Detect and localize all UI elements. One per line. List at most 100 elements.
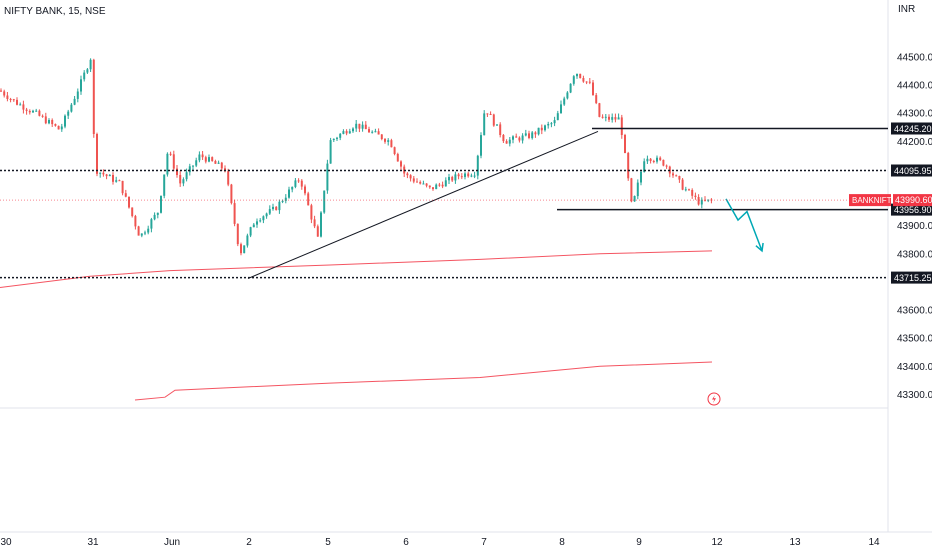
candle-body (83, 72, 86, 80)
candle-body (230, 184, 233, 204)
candle-body (262, 216, 265, 221)
candle-body (307, 193, 310, 206)
candle-body (364, 124, 367, 130)
candle-body (396, 154, 399, 162)
candle-body (608, 116, 610, 120)
candle-body (441, 184, 444, 187)
candle-body (665, 165, 668, 167)
candle-body (467, 173, 470, 177)
candle-body (512, 136, 514, 140)
candle-body (326, 163, 329, 191)
time-axis[interactable]: 30 31 Jun 2 5 6 7 8 9 12 13 14 (0, 537, 880, 548)
candle-body (99, 172, 102, 174)
candle-body (214, 161, 217, 164)
candle-body (643, 161, 646, 172)
trendline[interactable] (247, 130, 599, 279)
candle-body (25, 109, 28, 111)
candle-body (32, 110, 34, 113)
candle-body (339, 133, 342, 138)
candle-body (144, 232, 146, 234)
candle-body (537, 127, 540, 135)
candle-body (390, 140, 393, 148)
candle-body (41, 115, 44, 117)
candle-body (521, 135, 524, 141)
time-tick-label: 31 (87, 537, 99, 548)
candle-body (342, 131, 345, 134)
candle-body (422, 183, 425, 185)
candle-body (544, 125, 546, 131)
candle-body (550, 123, 553, 125)
candle-body (627, 153, 630, 179)
candle-body (124, 193, 127, 197)
drawings[interactable] (247, 130, 764, 279)
candle-body (12, 99, 15, 101)
candle-body (406, 173, 409, 176)
candle-body (265, 213, 268, 217)
candle-body (409, 175, 412, 179)
symbol-badge-text: BANKNIFTY (852, 196, 898, 205)
candle-body (16, 99, 18, 105)
candle-body (492, 114, 495, 126)
horizontal-levels[interactable]: 44245.20 44095.95 43956.90 43715.25 (0, 122, 932, 284)
candle-body (681, 179, 684, 190)
candle-body (336, 137, 338, 139)
candle-body (595, 95, 598, 104)
candle-body (470, 175, 473, 177)
time-tick-label: 9 (636, 537, 642, 548)
price-tick-label: 44500.00 (897, 52, 932, 63)
candle-body (92, 59, 95, 134)
candle-body (44, 116, 47, 124)
candle-body (374, 131, 377, 133)
candle-body (508, 139, 511, 144)
candle-body (553, 120, 556, 124)
candle-body (57, 125, 60, 130)
candle-body (387, 140, 390, 142)
candle-body (64, 115, 66, 127)
price-tick-label: 44200.00 (897, 137, 932, 148)
candle-body (198, 154, 201, 161)
candle-body (51, 120, 54, 125)
time-tick-label: 6 (403, 537, 409, 548)
candle-body (576, 73, 578, 77)
candle-body (320, 212, 322, 237)
projection-path[interactable] (725, 198, 763, 252)
candle-body (160, 195, 162, 213)
candle-body (188, 166, 191, 173)
candle-body (278, 201, 281, 211)
candle-body (73, 98, 76, 105)
candle-body (304, 186, 306, 194)
candle-body (204, 157, 207, 162)
candles (0, 58, 713, 256)
candle-body (192, 165, 194, 167)
time-tick-label: 14 (868, 537, 880, 548)
candle-body (3, 91, 6, 96)
chart-title: NIFTY BANK, 15, NSE (4, 6, 106, 17)
candle-body (624, 135, 626, 153)
candle-body (195, 160, 198, 166)
candle-body (272, 206, 274, 210)
lightning-icon[interactable] (707, 392, 721, 406)
price-level-badge (891, 271, 932, 284)
candle-body (393, 147, 396, 154)
candle-body (678, 176, 681, 180)
last-price-badge-text: 43990.60 (895, 195, 932, 205)
moving-averages (0, 250, 713, 401)
candle-body (556, 113, 559, 121)
candle-body (185, 172, 188, 180)
candle-body (528, 133, 530, 138)
candle-body (380, 134, 383, 139)
candle-body (48, 120, 50, 124)
price-axis[interactable]: 44500.00 44400.00 44300.00 44200.00 43900.00… (897, 52, 932, 401)
candle-body (486, 113, 489, 115)
price-tick-label: 43900.00 (897, 221, 932, 232)
price-tick-label: 43400.00 (897, 362, 932, 373)
candle-body (345, 131, 348, 134)
candle-body (428, 185, 431, 188)
candle-body (313, 219, 316, 227)
candle-body (217, 162, 220, 164)
time-tick-label: 12 (711, 537, 723, 548)
candle-body (105, 174, 108, 177)
price-level-badge (891, 164, 932, 177)
candle-body (96, 134, 98, 174)
